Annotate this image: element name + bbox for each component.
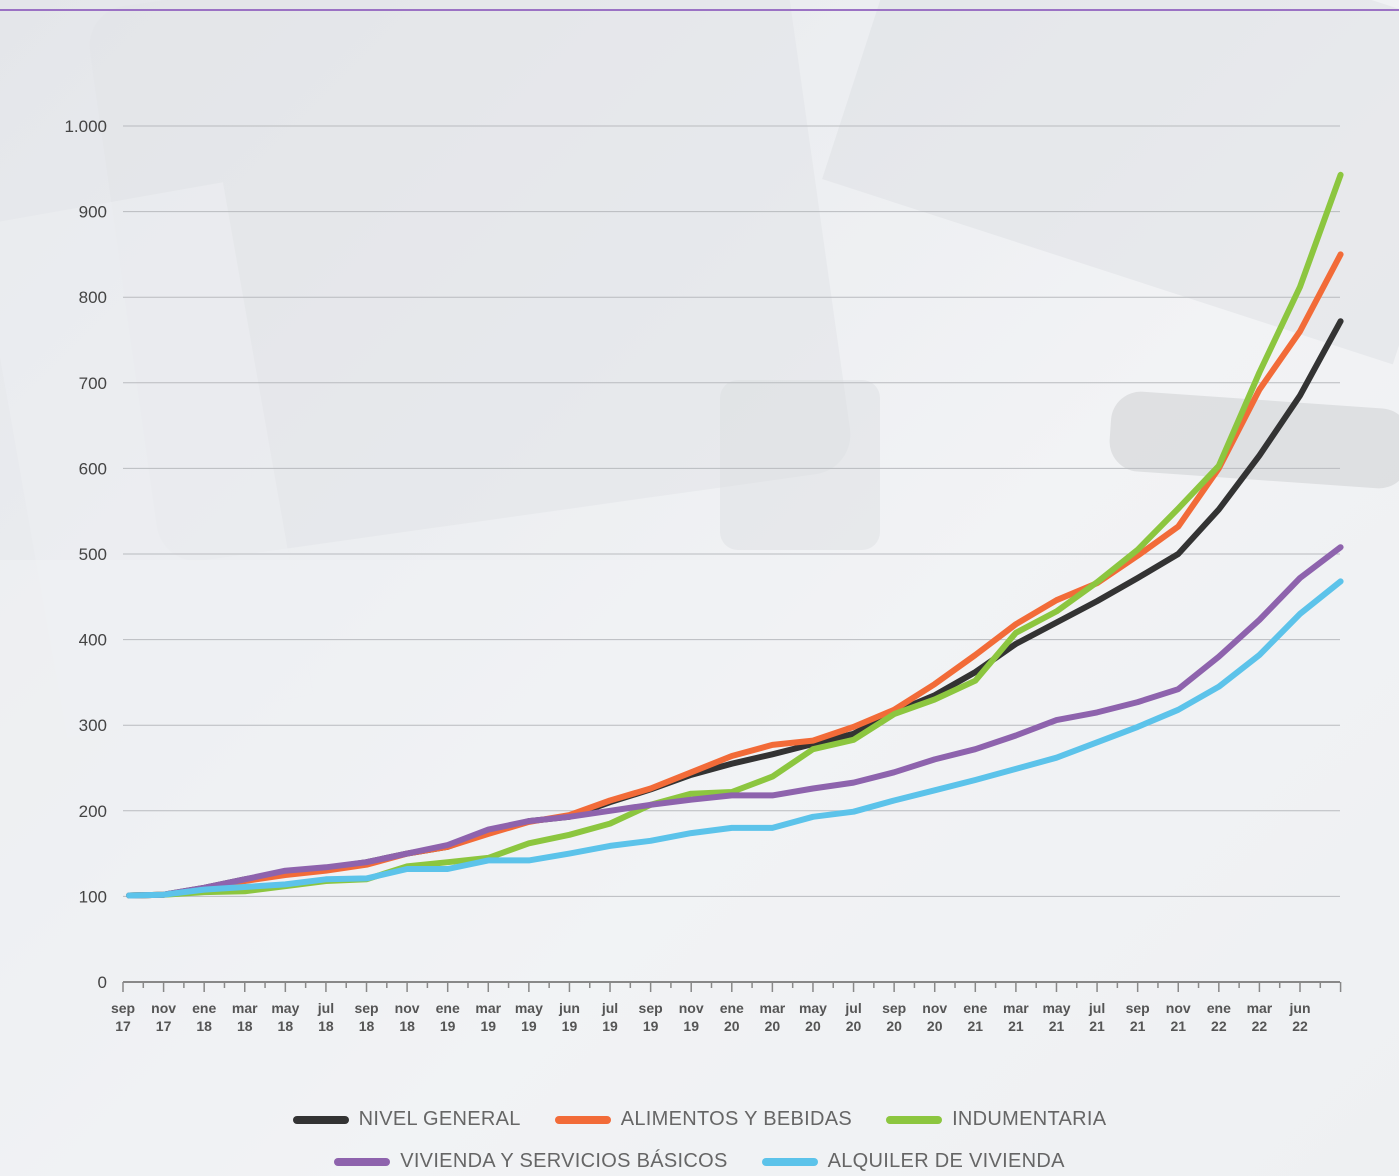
y-tick-label-500: 500: [79, 545, 107, 564]
x-tick-label-52: nov 21: [1166, 1000, 1191, 1034]
y-tick-label-800: 800: [79, 288, 107, 307]
x-tick-label-48: jul 21: [1088, 1000, 1105, 1034]
y-tick-label-1000: 1.000: [64, 117, 107, 136]
x-tick-label-58: jun 22: [1289, 1000, 1311, 1034]
legend-row-1: NIVEL GENERAL ALIMENTOS Y BEBIDAS INDUME…: [0, 1108, 1399, 1131]
x-tick-label-0: sep 17: [111, 1000, 135, 1034]
x-tick-label-26: sep 19: [639, 1000, 663, 1034]
x-tick-label-4: ene 18: [192, 1000, 216, 1034]
x-tick-label-46: may 21: [1042, 1000, 1070, 1034]
legend-item-alquiler-vivienda: ALQUILER DE VIVIENDA: [761, 1150, 1065, 1173]
y-tick-label-100: 100: [79, 887, 107, 906]
x-tick-label-36: jul 20: [844, 1000, 861, 1034]
x-tick-label-22: jun 19: [558, 1000, 580, 1034]
legend-label-alquiler-vivienda: ALQUILER DE VIVIENDA: [827, 1150, 1065, 1172]
x-tick-label-30: ene 20: [720, 1000, 744, 1034]
x-tick-label-20: may 19: [515, 1000, 543, 1034]
legend-item-vivienda-servicios: VIVIENDA Y SERVICIOS BÁSICOS: [334, 1150, 727, 1173]
x-axis: [122, 981, 1342, 992]
grid-lines: [123, 125, 1340, 897]
series-line-1: [126, 251, 1344, 899]
x-tick-label-8: may 18: [271, 1000, 299, 1034]
series-lines: [126, 171, 1344, 899]
y-tick-labels: 0 100 200 300 400 500 600 700 800 900 1.000: [64, 117, 107, 992]
x-tick-label-54: ene 22: [1207, 1000, 1231, 1034]
series-line-4: [126, 578, 1344, 899]
legend-item-nivel-general: NIVEL GENERAL: [292, 1108, 521, 1131]
x-tick-label-56: mar 22: [1247, 1000, 1273, 1034]
x-tick-label-42: ene 21: [963, 1000, 987, 1034]
x-tick-label-34: may 20: [799, 1000, 827, 1034]
top-accent-line: [0, 9, 1399, 11]
legend-label-nivel-general: NIVEL GENERAL: [358, 1108, 521, 1130]
y-tick-label-200: 200: [79, 802, 107, 821]
x-tick-label-44: mar 21: [1003, 1000, 1029, 1034]
x-tick-label-18: mar 19: [475, 1000, 501, 1034]
series-line-0: [126, 318, 1344, 899]
y-tick-label-600: 600: [79, 459, 107, 478]
legend-swatch-indumentaria: [886, 1115, 943, 1124]
x-tick-label-32: mar 20: [760, 1000, 786, 1034]
legend-item-indumentaria: INDUMENTARIA: [886, 1108, 1106, 1131]
x-tick-label-16: ene 19: [436, 1000, 460, 1034]
series-line-3: [126, 544, 1344, 899]
x-tick-label-14: nov 18: [395, 1000, 420, 1034]
x-tick-label-12: sep 18: [354, 1000, 378, 1034]
y-tick-label-0: 0: [98, 973, 107, 992]
x-tick-label-6: mar 18: [232, 1000, 258, 1034]
legend-label-alimentos-bebidas: ALIMENTOS Y BEBIDAS: [620, 1108, 853, 1130]
y-tick-label-300: 300: [79, 716, 107, 735]
y-tick-label-400: 400: [79, 631, 107, 650]
legend-swatch-nivel-general: [292, 1115, 349, 1124]
x-tick-label-24: jul 19: [601, 1000, 618, 1034]
legend-item-alimentos-bebidas: ALIMENTOS Y BEBIDAS: [554, 1108, 853, 1131]
legend-swatch-vivienda-servicios: [334, 1157, 391, 1166]
x-tick-label-38: sep 20: [882, 1000, 906, 1034]
legend-swatch-alquiler-vivienda: [761, 1157, 818, 1166]
x-tick-label-40: nov 20: [922, 1000, 947, 1034]
x-tick-label-28: nov 19: [679, 1000, 704, 1034]
legend-label-vivienda-servicios: VIVIENDA Y SERVICIOS BÁSICOS: [400, 1150, 728, 1172]
y-tick-label-900: 900: [79, 203, 107, 222]
series-line-2: [126, 171, 1344, 899]
y-tick-label-700: 700: [79, 374, 107, 393]
legend-swatch-alimentos-bebidas: [554, 1115, 611, 1124]
x-tick-labels: sep 17 nov 17 ene 18 mar 18 may 18 jul 18 sep 18 nov 18…: [111, 1000, 1311, 1034]
legend-label-indumentaria: INDUMENTARIA: [952, 1108, 1107, 1130]
legend-row-2: VIVIENDA Y SERVICIOS BÁSICOS ALQUILER DE…: [0, 1150, 1399, 1173]
x-tick-label-10: jul 18: [317, 1000, 334, 1034]
x-tick-label-50: sep 21: [1126, 1000, 1150, 1034]
x-tick-label-2: nov 17: [151, 1000, 176, 1034]
